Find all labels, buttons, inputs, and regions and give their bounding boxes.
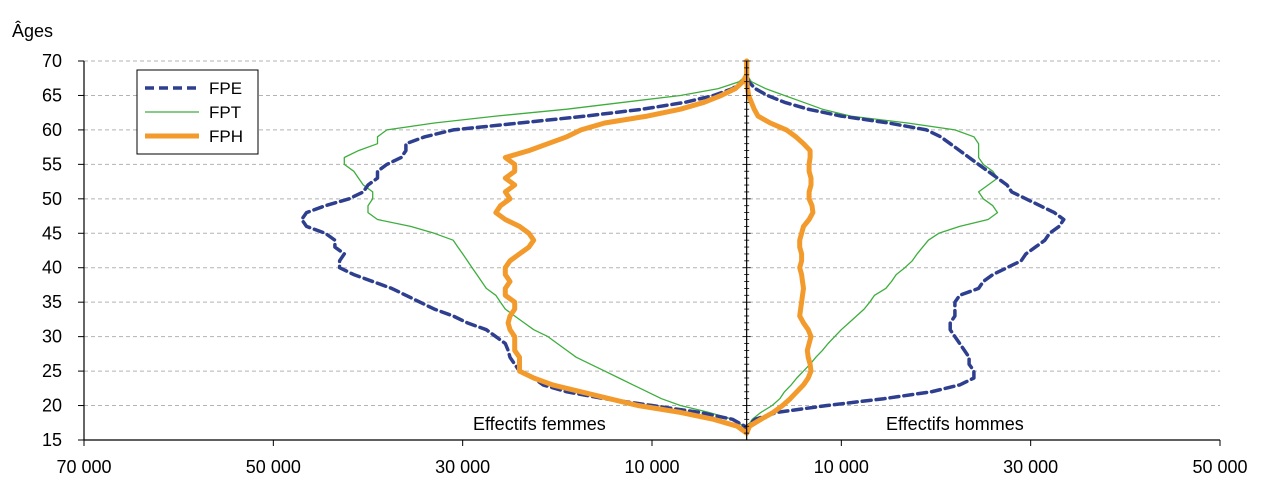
legend-label-fpt: FPT xyxy=(209,103,241,122)
axes xyxy=(78,60,1221,446)
y-tick-label-65: 65 xyxy=(42,85,62,105)
y-tick-label-55: 55 xyxy=(42,154,62,174)
annotation-men: Effectifs hommes xyxy=(886,414,1024,434)
series-fpt-men-line xyxy=(746,60,999,434)
y-axis-title: Âges xyxy=(12,21,53,41)
x-tick-label-5: 30 000 xyxy=(1003,457,1058,477)
series-layer xyxy=(299,58,1066,436)
x-tick-label-2: 30 000 xyxy=(435,457,490,477)
y-tick-label-30: 30 xyxy=(42,327,62,347)
y-tick-label-35: 35 xyxy=(42,292,62,312)
series-fph-women-line xyxy=(493,58,750,436)
series-fpt-women-line xyxy=(343,60,748,434)
legend-label-fpe: FPE xyxy=(209,79,242,98)
legend: FPE FPT FPH xyxy=(136,69,259,155)
legend-label-fph: FPH xyxy=(209,127,243,146)
series-fph-men-line xyxy=(744,58,816,436)
y-tick-label-50: 50 xyxy=(42,189,62,209)
y-tick-label-45: 45 xyxy=(42,223,62,243)
y-tick-label-20: 20 xyxy=(42,396,62,416)
x-tick-label-0: 70 000 xyxy=(56,457,111,477)
x-tick-label-6: 50 000 xyxy=(1192,457,1247,477)
tick-labels: 15 20 25 30 35 40 45 50 55 60 65 70 70 000 50 000 30 0… xyxy=(42,51,1248,477)
y-tick-label-40: 40 xyxy=(42,258,62,278)
y-tick-label-25: 25 xyxy=(42,361,62,381)
series-fpe-women-line xyxy=(299,59,749,435)
x-tick-label-3: 10 000 xyxy=(624,457,679,477)
y-tick-label-15: 15 xyxy=(42,430,62,450)
x-tick-label-1: 50 000 xyxy=(246,457,301,477)
gridlines xyxy=(84,60,1220,407)
x-tick-label-4: 10 000 xyxy=(814,457,869,477)
series-fpe-men-line xyxy=(744,59,1066,435)
annotation-women: Effectifs femmes xyxy=(473,414,606,434)
y-tick-label-70: 70 xyxy=(42,51,62,71)
y-tick-label-60: 60 xyxy=(42,120,62,140)
